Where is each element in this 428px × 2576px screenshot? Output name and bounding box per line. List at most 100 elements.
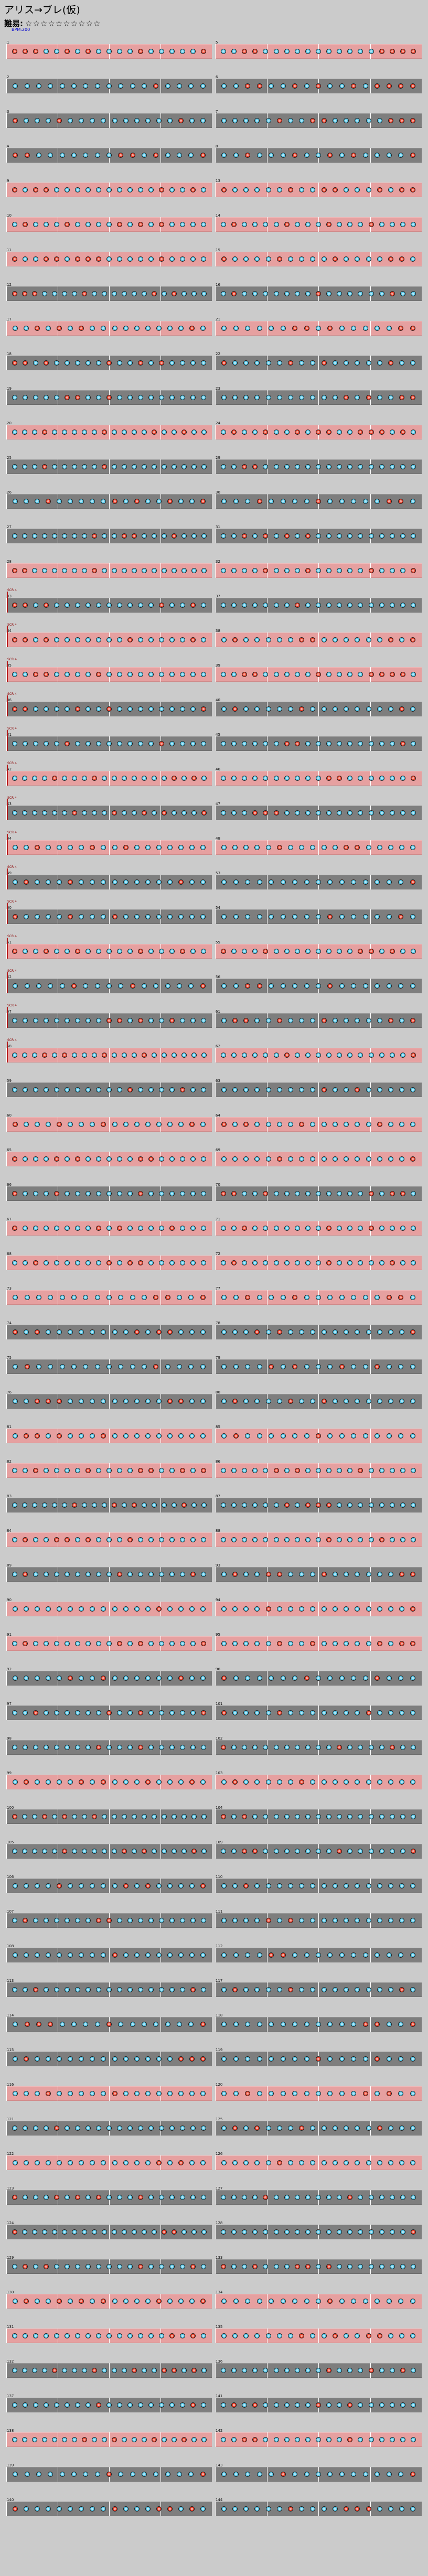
chart-row: 140 144 [0, 2490, 428, 2525]
don-note [299, 1122, 304, 1127]
don-note [156, 1329, 162, 1335]
ka-note [344, 2160, 349, 2165]
ka-note [201, 776, 207, 781]
don-note [347, 2195, 352, 2200]
ka-note [112, 1676, 117, 1681]
ka-note [339, 83, 345, 89]
ka-note [169, 741, 175, 746]
ka-note [316, 810, 321, 815]
don-note [23, 1537, 28, 1542]
ka-note [23, 672, 28, 677]
don-note [254, 2126, 260, 2131]
ka-note [54, 222, 59, 227]
ka-note [284, 1468, 290, 1473]
ka-note [387, 326, 392, 331]
barline [6, 1775, 7, 1789]
don-note [374, 2022, 380, 2027]
ka-note [281, 1295, 286, 1300]
don-note [62, 1053, 67, 1058]
barline [6, 840, 7, 855]
ka-note [36, 983, 41, 989]
ka-note [117, 49, 122, 54]
ka-note [337, 2402, 342, 2408]
don-note [263, 533, 268, 539]
don-note [410, 118, 415, 123]
ka-note [85, 706, 91, 712]
ka-note [277, 2333, 282, 2338]
ka-note [379, 2264, 384, 2269]
barline [215, 1740, 216, 1755]
don-note [23, 49, 28, 54]
don-note [101, 2299, 106, 2304]
barline [6, 390, 7, 405]
ka-note [295, 776, 300, 781]
ka-note [411, 533, 416, 539]
ka-note [351, 2091, 356, 2096]
barline [215, 1048, 216, 1062]
ka-note [159, 1226, 164, 1231]
ka-note [337, 291, 342, 296]
don-note [327, 326, 333, 331]
don-note [75, 256, 80, 262]
ka-note [65, 1260, 70, 1265]
ka-note [127, 2195, 133, 2200]
ka-note [344, 1606, 349, 1612]
ka-note [281, 499, 286, 504]
ka-note [333, 1399, 338, 1404]
scroll-event-label: SCR 4 [7, 865, 17, 869]
ka-note [23, 2126, 28, 2131]
ka-note [148, 395, 154, 400]
ka-note [366, 1087, 371, 1092]
ka-note [310, 1122, 315, 1127]
barline [6, 667, 7, 682]
ka-note [254, 2333, 260, 2338]
ka-note [112, 430, 117, 435]
barline [215, 736, 216, 751]
ka-note [274, 430, 279, 435]
ka-note [269, 1433, 274, 1439]
don-note [138, 1710, 143, 1715]
ka-note [295, 672, 300, 677]
ka-note [62, 2368, 67, 2373]
ka-note [344, 1883, 349, 1888]
ka-note [299, 256, 304, 262]
ka-note [221, 2091, 227, 2096]
ka-note [169, 1191, 175, 1196]
ka-note [400, 810, 405, 815]
ka-note [142, 1364, 147, 1369]
ka-note [347, 741, 352, 746]
scroll-event-marker [7, 903, 8, 924]
ka-note [233, 153, 239, 158]
ka-note [46, 1606, 51, 1612]
ka-note [305, 810, 311, 815]
don-note [152, 430, 157, 435]
ka-note [33, 1537, 38, 1542]
ka-note [127, 222, 133, 227]
barline [215, 2225, 216, 2239]
don-note [22, 568, 27, 573]
don-note [13, 1329, 18, 1335]
barline [215, 1463, 216, 1478]
don-note [130, 153, 135, 158]
ka-note [82, 568, 87, 573]
ka-note [344, 1572, 349, 1577]
ka-note [181, 1053, 187, 1058]
don-note [399, 1987, 404, 1992]
barline [6, 1325, 7, 1339]
ka-note [388, 1122, 393, 1127]
ka-note [60, 1364, 65, 1369]
ka-note [333, 360, 338, 366]
ka-note [221, 1087, 227, 1092]
measure-number: 31 [216, 525, 220, 529]
ka-note [221, 2506, 227, 2511]
don-note [257, 983, 262, 989]
don-note [399, 706, 404, 712]
ka-note [181, 2229, 187, 2235]
don-note [12, 49, 17, 54]
ka-note [127, 1987, 133, 1992]
chart-row: 74 78 [0, 1313, 428, 1348]
ka-note [410, 2160, 415, 2165]
ka-note [337, 568, 342, 573]
ka-note [44, 1468, 49, 1473]
ka-note [85, 603, 91, 608]
